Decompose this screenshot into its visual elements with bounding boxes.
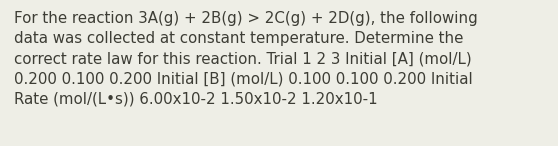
- Text: For the reaction 3A(g) + 2B(g) > 2C(g) + 2D(g), the following
data was collected: For the reaction 3A(g) + 2B(g) > 2C(g) +…: [14, 11, 478, 106]
